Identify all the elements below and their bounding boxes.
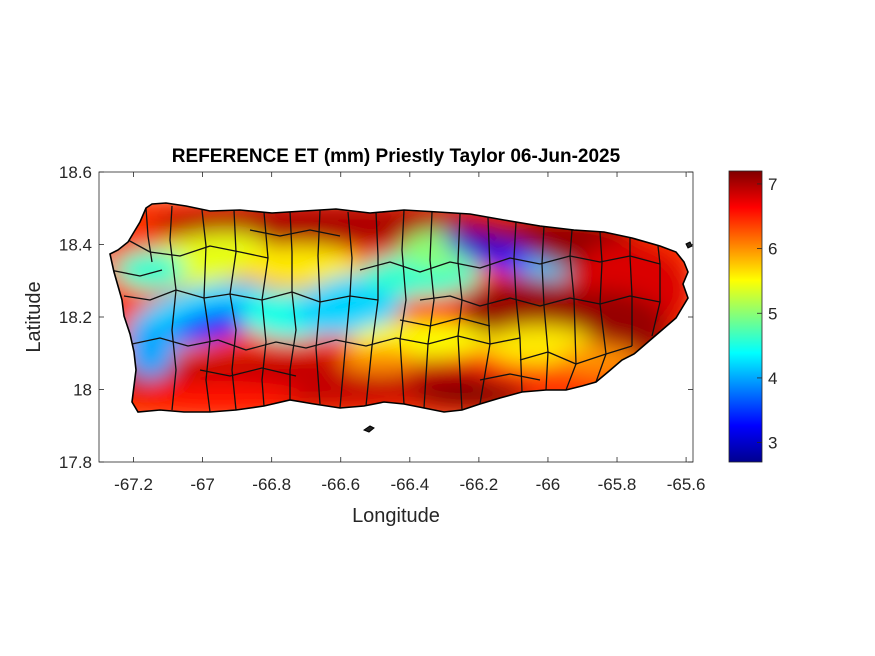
colorbar-tick-label: 6 (768, 240, 777, 259)
y-tick-label: 18.4 (59, 236, 92, 255)
x-tick-label: -66.8 (252, 475, 291, 494)
x-tick-label: -65.6 (667, 475, 706, 494)
colorbar (728, 170, 763, 463)
chart-title: REFERENCE ET (mm) Priestly Taylor 06-Jun… (172, 146, 621, 167)
y-axis: 17.8 18 18.2 18.4 18.6 (59, 163, 693, 472)
island-caja-de-muertos (362, 425, 375, 433)
colorbar-tick-label: 7 (768, 175, 777, 194)
colorbar-ticks: 3 4 5 6 7 (757, 175, 777, 453)
y-tick-label: 17.8 (59, 453, 92, 472)
x-axis-label: Longitude (352, 505, 440, 527)
municipal-boundaries (110, 205, 661, 412)
x-tick-label: -66.4 (390, 475, 429, 494)
y-tick-label: 18.2 (59, 308, 92, 327)
x-axis: -67.2 -67 -66.8 -66.6 -66.4 -66.2 -66 -65.8 -65.… (114, 172, 705, 494)
x-tick-label: -67.2 (114, 475, 153, 494)
y-tick-label: 18.6 (59, 163, 92, 182)
island-east-cays (685, 241, 693, 249)
x-tick-label: -66 (536, 475, 561, 494)
colorbar-tick-label: 3 (768, 434, 777, 453)
y-tick-label: 18 (73, 381, 92, 400)
x-tick-label: -67 (190, 475, 215, 494)
colorbar-tick-label: 5 (768, 304, 777, 323)
y-axis-label: Latitude (23, 281, 45, 352)
x-tick-label: -66.2 (460, 475, 499, 494)
x-tick-label: -65.8 (598, 475, 637, 494)
colorbar-tick-label: 4 (768, 369, 777, 388)
x-tick-label: -66.6 (321, 475, 360, 494)
